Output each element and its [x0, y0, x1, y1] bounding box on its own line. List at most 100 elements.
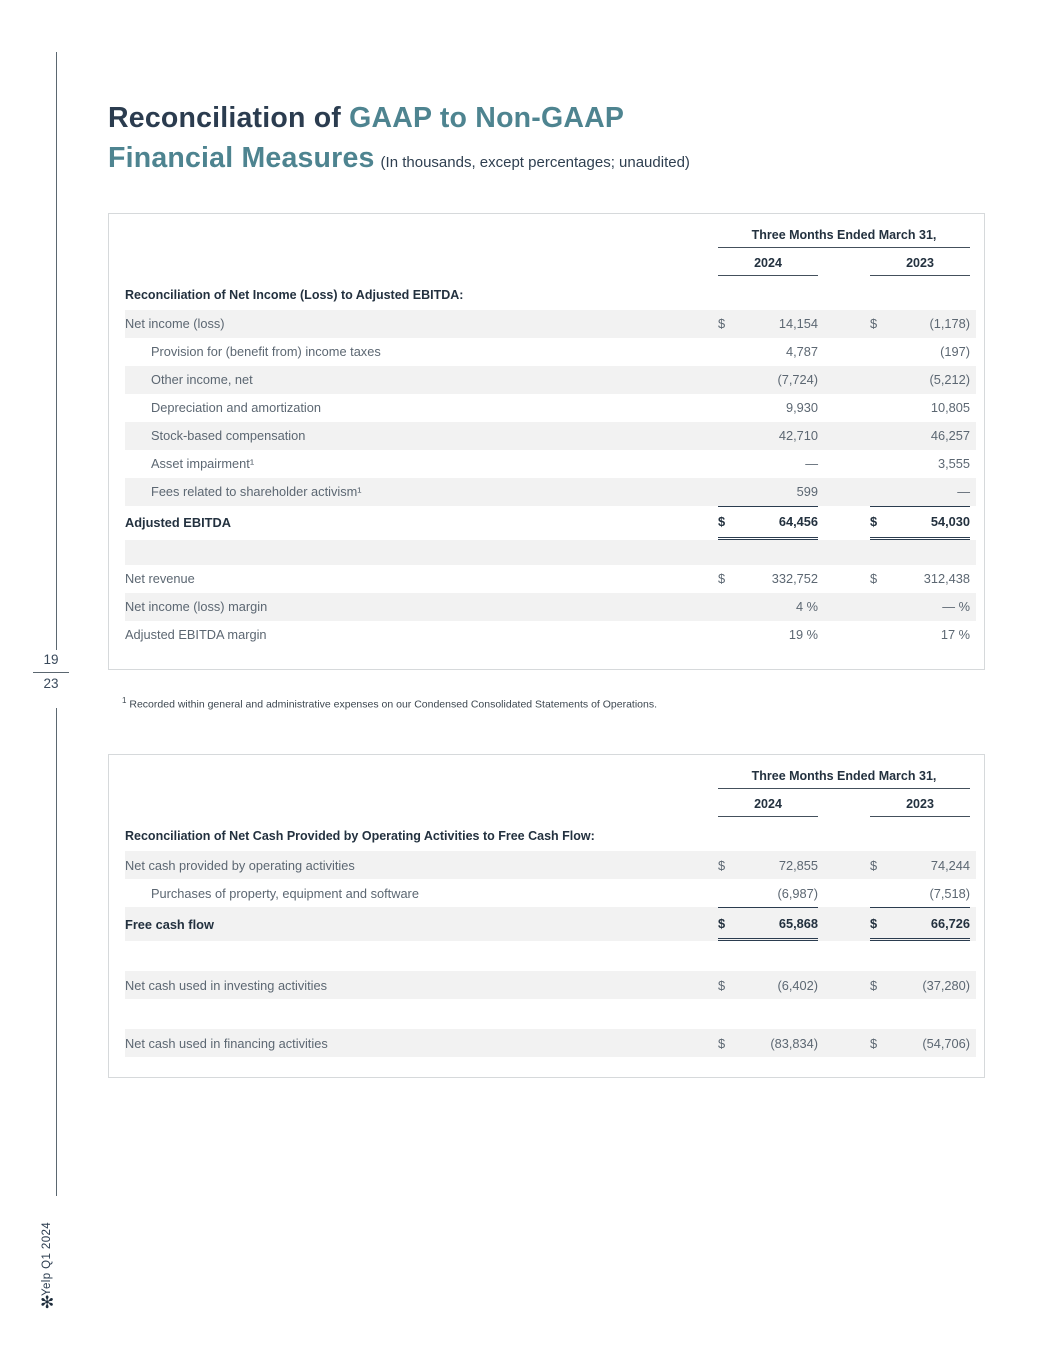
value-group-2023: (197) [870, 344, 970, 359]
value-2023: 66,726 [930, 915, 970, 931]
value-2023: (54,706) [922, 1035, 970, 1051]
value-2024: 4,787 [785, 344, 818, 360]
adjusted-ebitda-reconciliation-table: Three Months Ended March 31, 2024 2023 R… [108, 212, 985, 670]
footnote-marker: 1 [122, 695, 127, 705]
value-group-2023: (5,212) [870, 372, 970, 387]
row-label: Net income (loss) [125, 316, 225, 332]
value-group-2023: $ (37,280) [870, 978, 970, 993]
value-2023: (37,280) [922, 977, 970, 993]
year-column-2024: 2024 [718, 256, 818, 276]
value-group-2024: (7,724) [718, 372, 818, 387]
value-2024: 332,752 [771, 571, 818, 587]
table-row: Adjusted EBITDA $64,456 $54,030 [125, 505, 976, 540]
dollar-sign: $ [718, 915, 726, 931]
row-label: Stock-based compensation [151, 428, 306, 444]
footnote: 1 Recorded within general and administra… [108, 696, 985, 711]
dollar-sign: $ [718, 977, 726, 993]
value-group-2023: $74,244 [870, 858, 970, 873]
page-number-current: 19 [43, 652, 59, 667]
free-cash-flow-reconciliation-table: Three Months Ended March 31, 2024 2023 R… [108, 754, 985, 1079]
value-group-2023: 46,257 [870, 428, 970, 443]
value-2023: (197) [940, 344, 970, 360]
dollar-sign: $ [870, 316, 878, 332]
dollar-sign: $ [870, 857, 878, 873]
table-spacer-row [125, 539, 976, 565]
value-2024: 14,154 [778, 316, 818, 332]
value-group-2024: 4,787 [718, 344, 818, 359]
row-label: Depreciation and amortization [151, 400, 322, 416]
value-2024: (6,987) [777, 885, 818, 901]
dollar-sign: $ [718, 571, 726, 587]
dollar-sign: $ [870, 571, 878, 587]
value-2023: (1,178) [929, 316, 970, 332]
value-group-2024: (6,987) [718, 886, 818, 901]
value-2023: 3,555 [937, 456, 970, 472]
dollar-sign: $ [870, 1035, 878, 1051]
table-row: Other income, net (7,724) (5,212) [125, 365, 976, 394]
table-section-header: Reconciliation of Net Income (Loss) to A… [125, 287, 464, 302]
page-title: Reconciliation of GAAP to Non-GAAP Finan… [108, 98, 985, 179]
table-rows: Net cash provided by operating activitie… [125, 851, 976, 1058]
table-header: Three Months Ended March 31, 2024 2023 [718, 228, 970, 276]
value-group-2023: $ (54,706) [870, 1036, 970, 1051]
table-row: Stock-based compensation 42,710 46,257 [125, 421, 976, 450]
value-2024: — [805, 456, 818, 472]
value-group-2023: $66,726 [870, 907, 970, 942]
row-label: Net revenue [125, 571, 195, 587]
dollar-sign: $ [870, 514, 878, 530]
value-group-2023: $312,438 [870, 571, 970, 586]
value-2023: — [957, 484, 970, 500]
sidebar-rule-bottom [56, 708, 57, 1196]
table-row: Depreciation and amortization 9,930 10,805 [125, 394, 976, 422]
row-label: Adjusted EBITDA [125, 515, 231, 531]
value-group-2023: $54,030 [870, 505, 970, 540]
table-row: Net cash provided by operating activitie… [125, 851, 976, 880]
value-2024: 64,456 [778, 514, 818, 530]
page-title-part-teal: GAAP to Non-GAAP [349, 102, 625, 134]
row-label: Provision for (benefit from) income taxe… [151, 344, 381, 360]
table-row: Net cash used in investing activities $ (6… [125, 971, 976, 1000]
period-header: Three Months Ended March 31, [718, 228, 970, 248]
table-section-header: Reconciliation of Net Cash Provided by O… [125, 829, 595, 844]
year-columns: 2024 2023 [718, 256, 970, 276]
year-column-2024: 2024 [718, 797, 818, 818]
value-group-2024: 19 % [718, 627, 818, 642]
value-group-2024: 42,710 [718, 428, 818, 443]
row-label: Free cash flow [125, 916, 214, 932]
value-2024: 65,868 [778, 915, 818, 931]
value-group-2024: $72,855 [718, 858, 818, 873]
yelp-logo-icon: ✻ [40, 1293, 55, 1312]
table-rows: Net income (loss) $14,154 $ (1,178) Provisio… [125, 309, 976, 649]
value-group-2024: 599 [718, 484, 818, 499]
dollar-sign: $ [870, 915, 878, 931]
table-spacer-row [125, 999, 976, 1029]
value-2023: 54,030 [930, 514, 970, 530]
value-2024: 9,930 [785, 400, 818, 416]
table-row: Purchases of property, equipment and sof… [125, 879, 976, 907]
value-2024: 599 [796, 484, 818, 500]
value-group-2024: $332,752 [718, 571, 818, 586]
footnote-text: Recorded within general and administrati… [129, 698, 658, 711]
page-content: Reconciliation of GAAP to Non-GAAP Finan… [108, 98, 985, 1079]
page-number-total: 23 [43, 675, 59, 691]
document-side-label: Yelp Q1 2024 [41, 1221, 53, 1296]
page-title-part-dark: Reconciliation of [108, 102, 350, 134]
row-label: Asset impairment¹ [151, 456, 255, 472]
value-group-2024: — [718, 456, 818, 471]
table-row: Free cash flow $65,868 $66,726 [125, 907, 976, 942]
value-2023: (5,212) [929, 372, 970, 388]
year-column-2023: 2023 [870, 256, 970, 276]
table-row: Provision for (benefit from) income taxe… [125, 338, 976, 366]
value-group-2024: $65,868 [718, 907, 818, 942]
sidebar-rule-top [56, 52, 57, 650]
table-row: Net income (loss) margin 4 % — % [125, 592, 976, 621]
value-2024: 72,855 [778, 857, 818, 873]
value-group-2023: 10,805 [870, 400, 970, 415]
row-label: Other income, net [151, 372, 253, 388]
value-group-2024: $ (83,834) [718, 1036, 818, 1051]
year-columns: 2024 2023 [718, 797, 970, 818]
value-2024: (6,402) [777, 977, 818, 993]
row-label: Fees related to shareholder activism¹ [151, 484, 362, 500]
value-group-2024: 4 % [718, 599, 818, 614]
table-row: Adjusted EBITDA margin 19 % 17 % [125, 621, 976, 649]
